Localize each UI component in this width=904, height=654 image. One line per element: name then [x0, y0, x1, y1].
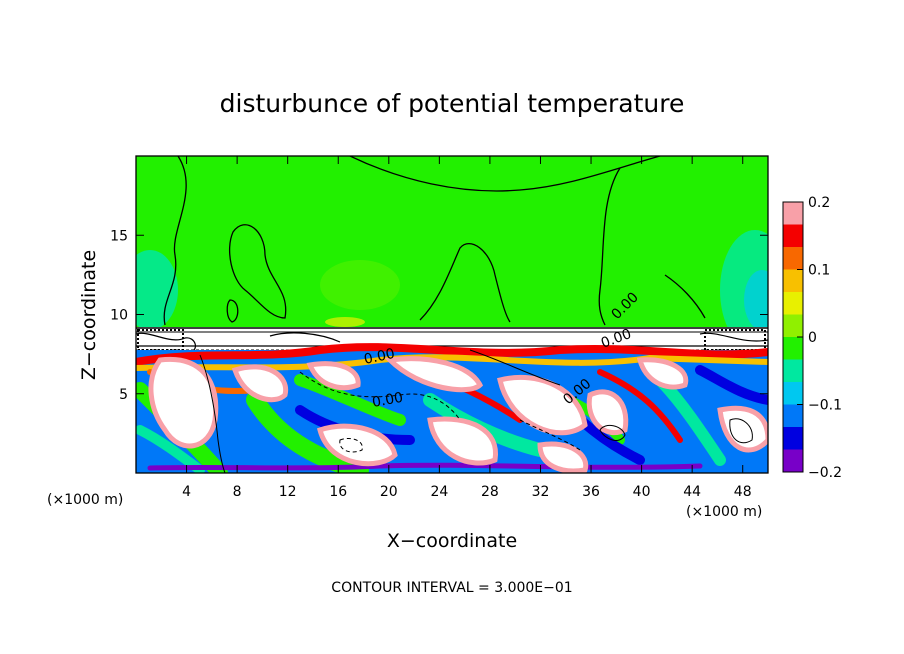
colorbar-ticks: 0.2 0.1 0 −0.1 −0.2 — [797, 195, 842, 481]
colorbar-segment — [783, 224, 803, 248]
colorbar-segment — [783, 202, 803, 225]
green-patch — [320, 260, 400, 310]
yellow-patch — [325, 317, 365, 327]
colorbar-tick-label: 0.1 — [808, 263, 830, 279]
contour-label: 0.00 — [371, 390, 404, 411]
x-tick-label: 12 — [279, 484, 297, 500]
x-unit-left: (×1000 m) — [47, 492, 123, 508]
boundary-hatch-left — [137, 329, 184, 351]
cyan-patch-left — [136, 250, 178, 330]
chart-title: disturbunce of potential temperature — [220, 89, 685, 118]
colorbar-segment — [783, 269, 803, 293]
y-tick-label: 10 — [110, 308, 128, 324]
x-axis: 4 8 12 16 20 24 28 32 36 40 44 48 — [182, 156, 752, 500]
y-tick-label: 15 — [110, 228, 128, 244]
colorbar-segment — [783, 427, 803, 450]
x-tick-label: 24 — [430, 484, 448, 500]
contour-label: 0.00 — [363, 346, 397, 368]
x-tick-label: 36 — [582, 484, 600, 500]
colorbar-segment — [783, 337, 803, 360]
x-unit-right: (×1000 m) — [686, 504, 762, 520]
x-tick-label: 8 — [233, 484, 242, 500]
colorbar-segment — [783, 449, 803, 473]
y-axis-title: Z−coordinate — [78, 250, 100, 380]
lower-contours — [199, 349, 753, 473]
x-axis-title: X−coordinate — [387, 530, 517, 552]
y-axis: 5 10 15 — [110, 228, 768, 403]
x-tick-label: 16 — [329, 484, 347, 500]
x-tick-label: 32 — [532, 484, 550, 500]
x-tick-label: 40 — [633, 484, 651, 500]
upper-contours — [163, 156, 706, 326]
colorbar-tick-label: −0.2 — [808, 465, 842, 481]
x-tick-label: 44 — [683, 484, 701, 500]
colorbar-tick-label: 0.2 — [808, 195, 830, 211]
colorbar-tick-label: 0 — [808, 330, 817, 346]
x-tick-label: 20 — [380, 484, 398, 500]
contour-interval-note: CONTOUR INTERVAL = 3.000E−01 — [331, 580, 572, 596]
x-tick-label: 4 — [182, 484, 191, 500]
x-tick-label: 48 — [734, 484, 752, 500]
colorbar-segment — [783, 382, 803, 405]
colorbar-segment — [783, 247, 803, 270]
cyan-patch-right-inner — [744, 270, 768, 330]
colorbar-segment — [783, 359, 803, 383]
x-tick-label: 28 — [481, 484, 499, 500]
colorbar — [783, 202, 803, 473]
colorbar-segment — [783, 314, 803, 338]
colorbar-tick-label: −0.1 — [808, 398, 842, 414]
plot-area — [136, 156, 768, 473]
upper-field — [136, 156, 768, 331]
colorbar-segment — [783, 292, 803, 315]
y-tick-label: 5 — [119, 387, 128, 403]
colorbar-segment — [783, 404, 803, 428]
